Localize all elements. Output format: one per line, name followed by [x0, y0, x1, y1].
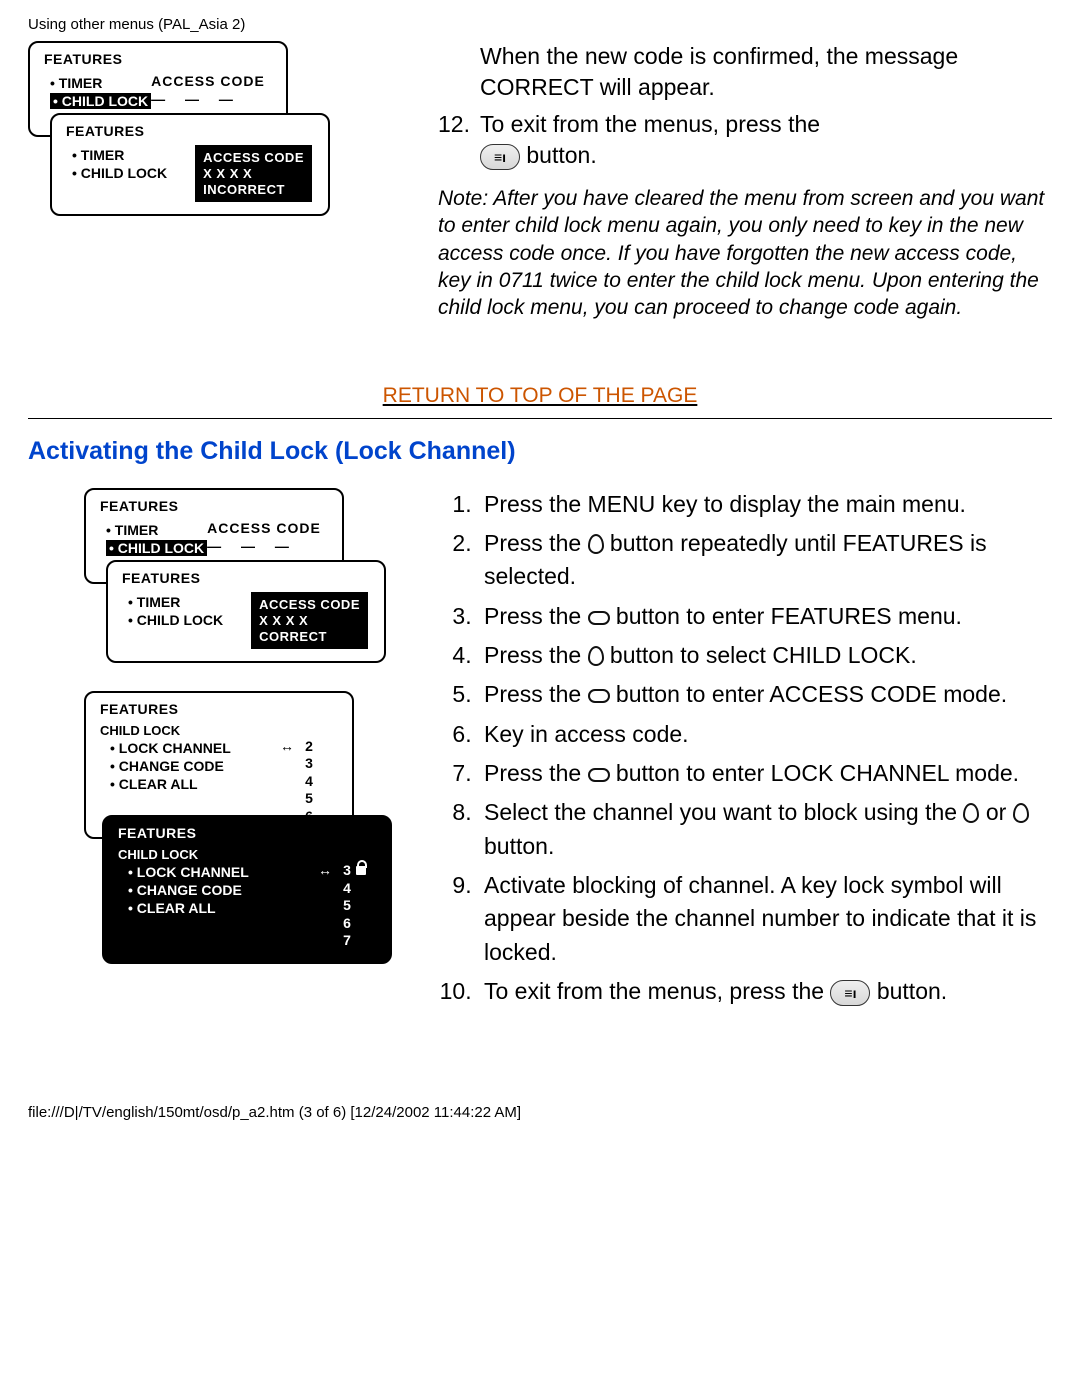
step-text: To exit from the menus, press the	[480, 111, 820, 137]
right-button-icon	[588, 689, 610, 703]
access-code-label: ACCESS CODE	[151, 73, 270, 89]
exit-button-icon: ≡ı	[830, 980, 870, 1006]
up-button-icon	[963, 803, 979, 823]
osd-title: FEATURES	[100, 498, 332, 514]
osd-blackbox: ACCESS CODE X X X X INCORRECT	[195, 145, 312, 202]
page-header: Using other menus (PAL_Asia 2)	[28, 16, 1052, 33]
step-8: Select the channel you want to block usi…	[478, 796, 1052, 863]
channel-list: ↔34567	[318, 862, 380, 950]
steps-list: Press the MENU key to display the main m…	[432, 488, 1052, 1015]
step-10: To exit from the menus, press the ≡ı but…	[478, 975, 1052, 1008]
down-button-icon	[1013, 803, 1029, 823]
top-text: When the new code is confirmed, the mess…	[438, 41, 1052, 322]
osd-title: FEATURES	[122, 570, 374, 586]
step-5: Press the button to enter ACCESS CODE mo…	[478, 678, 1052, 711]
step-3: Press the button to enter FEATURES menu.	[478, 600, 1052, 633]
osd-item: • CHANGE CODE	[128, 882, 249, 898]
osd-subtitle: CHILD LOCK	[100, 723, 342, 738]
osd-item: • CHANGE CODE	[110, 758, 231, 774]
osd-item: • CLEAR ALL	[128, 900, 249, 916]
step-6: Key in access code.	[478, 718, 1052, 751]
osd-item: • CLEAR ALL	[110, 776, 231, 792]
right-button-icon	[588, 611, 610, 625]
down-button-icon	[588, 646, 604, 666]
osd-title: FEATURES	[118, 825, 380, 841]
osd-item: • LOCK CHANNEL	[110, 740, 231, 756]
section-heading: Activating the Child Lock (Lock Channel)	[28, 437, 1052, 466]
top-osd-group: FEATURES • TIMER • CHILD LOCK ACCESS COD…	[28, 41, 408, 322]
osd-top-b: FEATURES • TIMER • CHILD LOCK ACCESS COD…	[50, 113, 330, 216]
osd-item-selected: • CHILD LOCK	[50, 93, 151, 109]
access-code-label: ACCESS CODE	[207, 520, 326, 536]
step-1: Press the MENU key to display the main m…	[478, 488, 1052, 521]
step-9: Activate blocking of channel. A key lock…	[478, 869, 1052, 969]
step-7: Press the button to enter LOCK CHANNEL m…	[478, 757, 1052, 790]
right-button-icon	[588, 768, 610, 782]
down-button-icon	[588, 534, 604, 554]
osd-title: FEATURES	[44, 51, 276, 67]
divider	[28, 418, 1052, 419]
osd-blackbox: ACCESS CODE X X X X CORRECT	[251, 592, 368, 649]
osd-item: • CHILD LOCK	[128, 612, 223, 628]
channel-list: ↔23456	[280, 738, 342, 826]
step-4: Press the button to select CHILD LOCK.	[478, 639, 1052, 672]
osd-subtitle: CHILD LOCK	[118, 847, 380, 862]
osd-item: • TIMER	[72, 147, 167, 163]
note-text: Note: After you have cleared the menu fr…	[438, 185, 1052, 321]
osd-b2-b: FEATURES CHILD LOCK • LOCK CHANNEL • CHA…	[102, 815, 392, 964]
step-text: button.	[526, 142, 596, 168]
osd-item: • TIMER	[106, 522, 207, 538]
osd-item: • LOCK CHANNEL	[128, 864, 249, 880]
osd-title: FEATURES	[66, 123, 318, 139]
osd-b1-b: FEATURES • TIMER • CHILD LOCK ACCESS COD…	[106, 560, 386, 663]
osd-title: FEATURES	[100, 701, 342, 717]
osd-item: • TIMER	[50, 75, 151, 91]
osd-item: • TIMER	[128, 594, 223, 610]
step-number: 12.	[438, 109, 480, 171]
step-2: Press the button repeatedly until FEATUR…	[478, 527, 1052, 594]
confirm-text: When the new code is confirmed, the mess…	[480, 41, 1052, 103]
osd-item-selected: • CHILD LOCK	[106, 540, 207, 556]
bottom-osd-group: FEATURES • TIMER • CHILD LOCK ACCESS COD…	[28, 488, 408, 1015]
osd-item: • CHILD LOCK	[72, 165, 167, 181]
page-footer: file:///D|/TV/english/150mt/osd/p_a2.htm…	[28, 1104, 1052, 1121]
return-to-top[interactable]: RETURN TO TOP OF THE PAGE	[28, 384, 1052, 408]
exit-button-icon: ≡ı	[480, 144, 520, 170]
